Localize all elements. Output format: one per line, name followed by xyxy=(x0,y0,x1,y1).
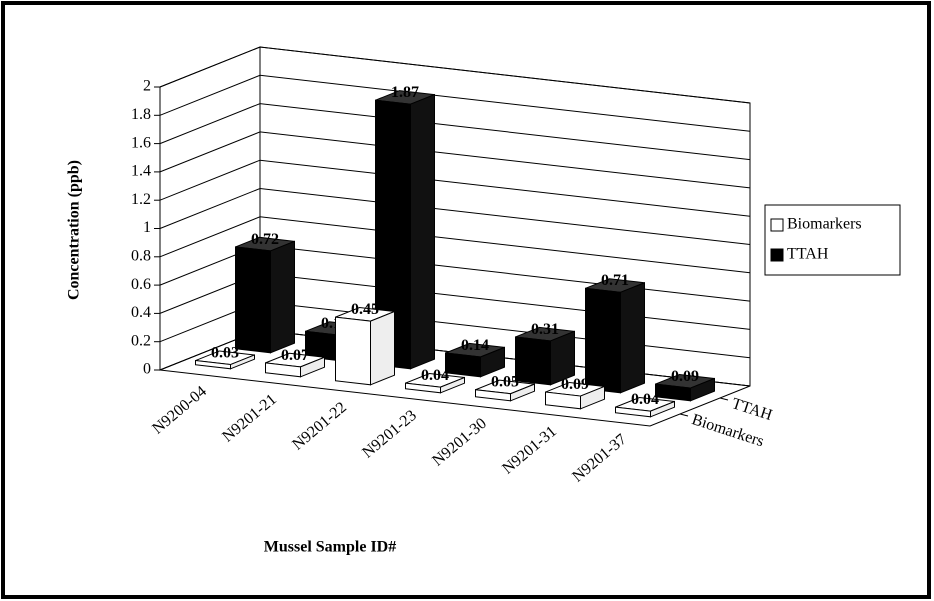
data-label: 0.14 xyxy=(461,337,489,354)
data-label: 0.03 xyxy=(211,344,239,361)
bar xyxy=(615,406,651,418)
data-label: 0.04 xyxy=(631,391,659,408)
depth-tick xyxy=(719,397,729,401)
grid-line xyxy=(159,216,751,274)
bar xyxy=(655,373,715,402)
bar xyxy=(655,383,691,402)
data-label: 0.04 xyxy=(421,367,449,384)
bar xyxy=(515,336,551,386)
y-tick-label: 0 xyxy=(143,361,151,378)
grid-line xyxy=(159,74,751,132)
bar-side xyxy=(370,310,395,386)
data-label: 0.09 xyxy=(561,376,589,393)
bar xyxy=(615,397,675,418)
grid-line xyxy=(159,46,751,104)
legend-swatch xyxy=(770,248,784,262)
bar xyxy=(545,381,605,410)
y-tick-label: 1.8 xyxy=(131,106,151,123)
depth-tick xyxy=(679,413,689,417)
x-tick-label: N9201-30 xyxy=(429,415,490,470)
bar xyxy=(375,99,411,370)
bar-side xyxy=(620,281,645,394)
y-tick-label: 0.6 xyxy=(131,276,151,293)
bar xyxy=(235,246,271,354)
legend-label: TTAH xyxy=(787,246,829,263)
bar xyxy=(265,352,325,378)
x-tick-label: N9200-04 xyxy=(149,383,210,438)
x-tick-label: N9201-22 xyxy=(289,399,350,454)
bar xyxy=(405,382,441,394)
depth-label: TTAH xyxy=(730,395,775,424)
x-tick-label: N9201-21 xyxy=(219,391,280,446)
bar xyxy=(585,287,621,394)
grid-line xyxy=(159,103,751,161)
bar xyxy=(265,362,301,378)
y-tick-label: 1.4 xyxy=(131,163,151,180)
bar xyxy=(195,350,255,370)
y-tick-label: 0.2 xyxy=(131,332,151,349)
y-tick-label: 2 xyxy=(143,78,151,95)
data-label: 0.45 xyxy=(351,301,379,318)
x-axis-title: Mussel Sample ID# xyxy=(264,539,396,556)
y-tick-label: 1 xyxy=(143,219,151,236)
bar xyxy=(545,391,581,410)
legend-label: Biomarkers xyxy=(787,216,862,233)
bar xyxy=(335,307,395,386)
grid-line xyxy=(159,131,751,189)
data-label: 0.71 xyxy=(601,272,629,289)
bar xyxy=(515,326,575,386)
data-label: 0.72 xyxy=(251,231,279,248)
y-tick-label: 1.6 xyxy=(131,134,151,151)
x-tick-label: N9201-37 xyxy=(569,431,630,486)
bar xyxy=(445,352,481,378)
grid-line xyxy=(159,159,751,217)
x-tick-label: N9201-23 xyxy=(359,407,420,462)
data-label: 0.07 xyxy=(281,347,309,364)
data-label: 0.09 xyxy=(671,368,699,385)
bar xyxy=(235,236,295,354)
y-axis-title: Concentration (ppb) xyxy=(66,160,83,300)
data-label: 0.05 xyxy=(491,374,519,391)
bar xyxy=(375,90,435,370)
data-label: 0.31 xyxy=(531,321,559,338)
bar xyxy=(405,373,465,394)
y-tick-label: 0.8 xyxy=(131,247,151,264)
legend-box xyxy=(764,204,901,276)
bar xyxy=(475,379,535,402)
y-tick-label: 0.4 xyxy=(131,304,151,321)
y-tick-label: 1.2 xyxy=(131,191,151,208)
bar-side xyxy=(270,240,295,354)
bar xyxy=(195,359,231,370)
bar xyxy=(585,278,645,394)
x-tick-label: N9201-31 xyxy=(499,423,560,478)
data-label: 1.87 xyxy=(391,84,419,101)
legend-swatch xyxy=(770,218,784,232)
bar xyxy=(335,316,371,386)
bar-side xyxy=(410,93,435,370)
bar xyxy=(445,342,505,378)
grid-line xyxy=(159,187,751,245)
bar xyxy=(475,389,511,402)
